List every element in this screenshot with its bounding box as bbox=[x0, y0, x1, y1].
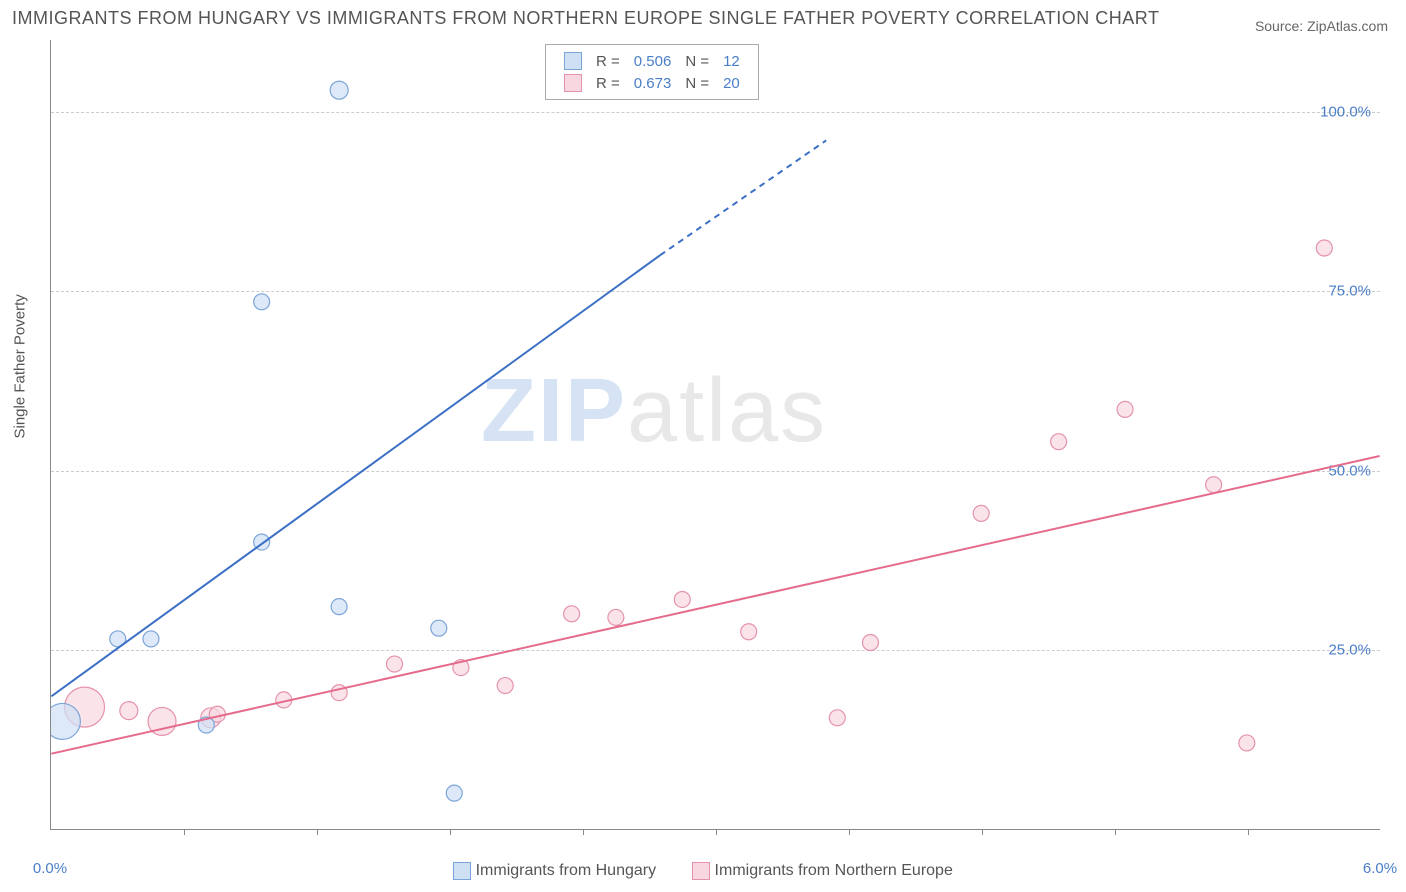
legend-r-label: R = bbox=[590, 51, 626, 71]
data-point bbox=[387, 656, 403, 672]
data-point bbox=[1316, 240, 1332, 256]
legend-n-value: 12 bbox=[717, 51, 746, 71]
data-point bbox=[254, 294, 270, 310]
plot-area: ZIPatlas bbox=[50, 40, 1380, 830]
x-tick-label: 0.0% bbox=[33, 860, 67, 877]
legend-n-value: 20 bbox=[717, 73, 746, 93]
data-point bbox=[1206, 477, 1222, 493]
legend-swatch bbox=[564, 74, 582, 92]
legend-stat-row: R =0.673N =20 bbox=[558, 73, 746, 93]
source-attribution: Source: ZipAtlas.com bbox=[1255, 18, 1388, 34]
legend-series-item: Immigrants from Hungary bbox=[453, 862, 656, 880]
legend-series-label: Immigrants from Hungary bbox=[476, 862, 657, 879]
legend-series-label: Immigrants from Northern Europe bbox=[715, 862, 953, 879]
data-point bbox=[674, 591, 690, 607]
data-point bbox=[564, 606, 580, 622]
legend-n-label: N = bbox=[679, 73, 715, 93]
x-tick bbox=[849, 829, 850, 835]
data-point bbox=[330, 81, 348, 99]
data-point bbox=[331, 599, 347, 615]
x-tick bbox=[184, 829, 185, 835]
x-tick bbox=[317, 829, 318, 835]
legend-correlation-stats: R =0.506N =12R =0.673N =20 bbox=[545, 44, 759, 100]
x-tick bbox=[1248, 829, 1249, 835]
legend-swatch bbox=[453, 862, 471, 880]
data-point bbox=[446, 785, 462, 801]
data-point bbox=[431, 620, 447, 636]
x-tick bbox=[450, 829, 451, 835]
y-axis-label: Single Father Poverty bbox=[12, 294, 29, 438]
data-point bbox=[143, 631, 159, 647]
legend-r-value: 0.506 bbox=[628, 51, 678, 71]
scatter-chart bbox=[51, 40, 1380, 829]
regression-line bbox=[51, 255, 660, 696]
legend-stat-row: R =0.506N =12 bbox=[558, 51, 746, 71]
regression-line bbox=[660, 140, 826, 255]
legend-series-item: Immigrants from Northern Europe bbox=[692, 862, 953, 880]
data-point bbox=[1051, 434, 1067, 450]
data-point bbox=[973, 505, 989, 521]
data-point bbox=[862, 635, 878, 651]
data-point bbox=[829, 710, 845, 726]
legend-swatch bbox=[564, 52, 582, 70]
data-point bbox=[497, 678, 513, 694]
chart-title: IMMIGRANTS FROM HUNGARY VS IMMIGRANTS FR… bbox=[12, 8, 1159, 29]
x-tick-label: 6.0% bbox=[1363, 860, 1397, 877]
x-tick bbox=[1115, 829, 1116, 835]
legend-swatch bbox=[692, 862, 710, 880]
x-tick bbox=[982, 829, 983, 835]
legend-n-label: N = bbox=[679, 51, 715, 71]
data-point bbox=[120, 702, 138, 720]
legend-r-label: R = bbox=[590, 73, 626, 93]
data-point bbox=[741, 624, 757, 640]
x-tick bbox=[583, 829, 584, 835]
legend-r-value: 0.673 bbox=[628, 73, 678, 93]
x-tick bbox=[716, 829, 717, 835]
legend-series: Immigrants from Hungary Immigrants from … bbox=[0, 862, 1406, 880]
data-point bbox=[51, 703, 80, 739]
data-point bbox=[1117, 401, 1133, 417]
data-point bbox=[1239, 735, 1255, 751]
regression-line bbox=[51, 456, 1379, 754]
data-point bbox=[608, 609, 624, 625]
